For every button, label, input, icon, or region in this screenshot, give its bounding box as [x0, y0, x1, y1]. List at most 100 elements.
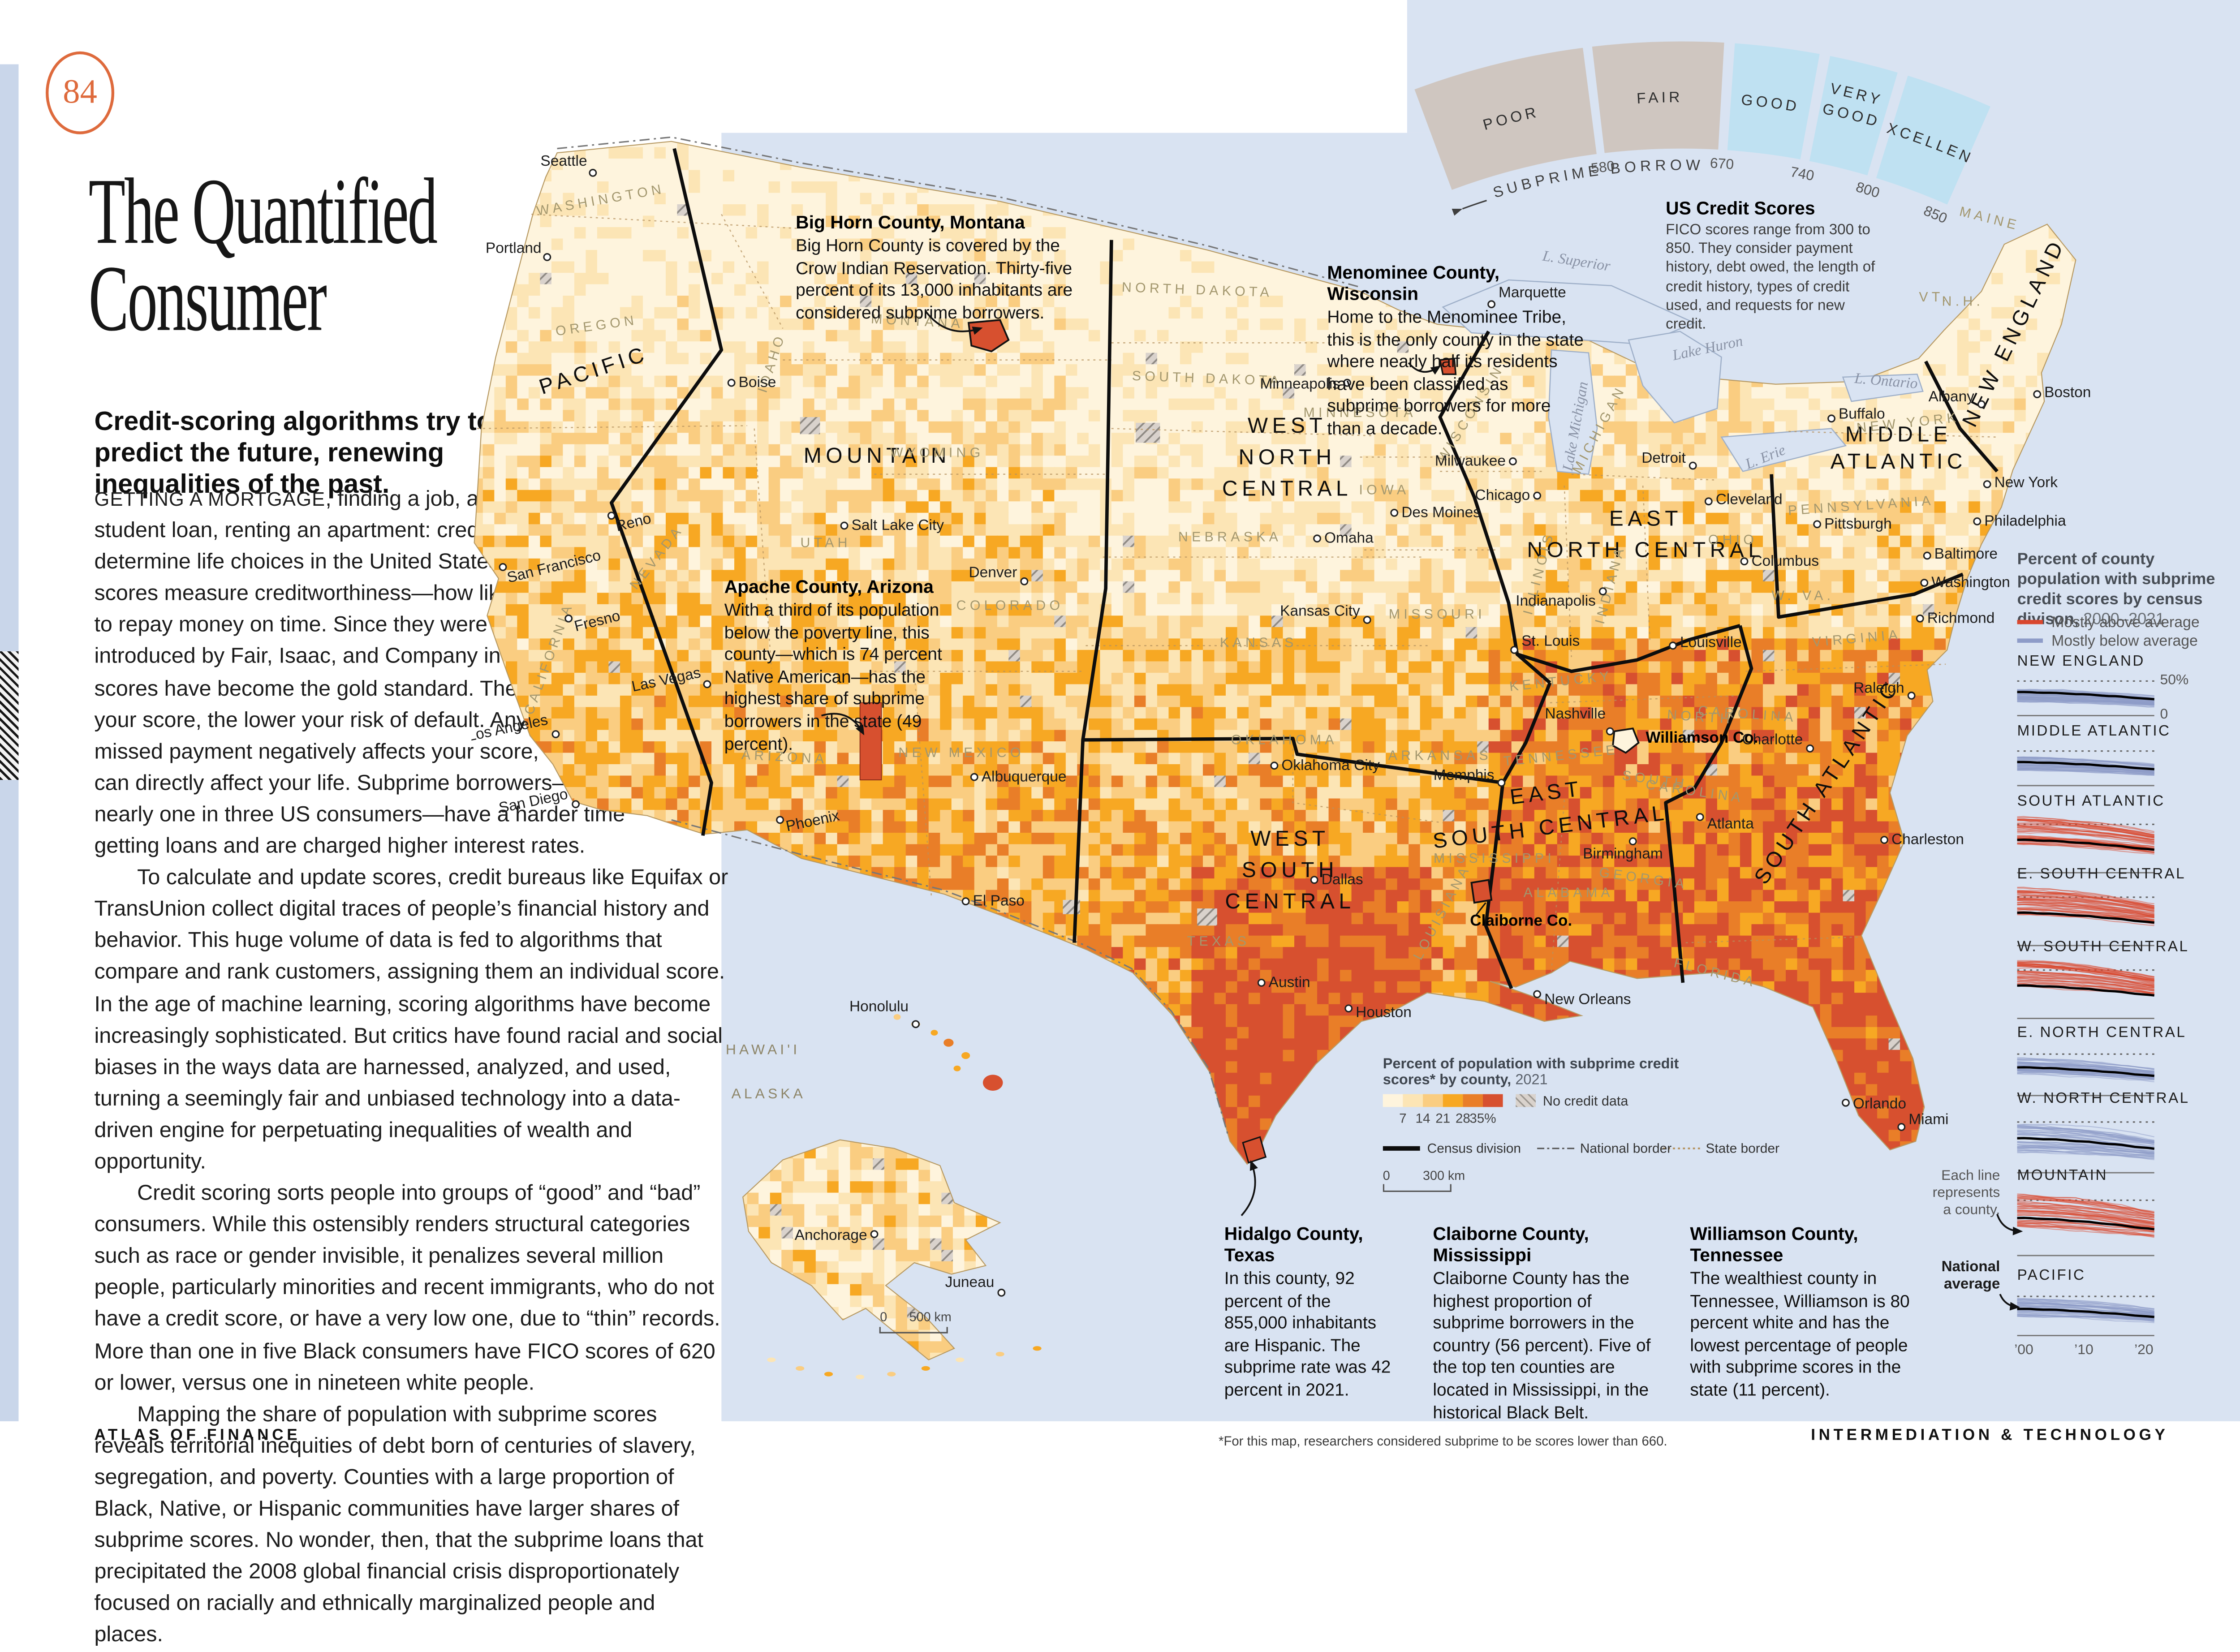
legend-swatch	[1463, 1094, 1483, 1107]
annotation-body: Big Horn County is covered by the Crow I…	[796, 236, 1093, 325]
state-label: NEBRASKA	[1178, 530, 1282, 545]
city-dot	[1511, 647, 1518, 654]
x-axis-tick: ’10	[2074, 1342, 2094, 1358]
state-label: OHIO	[1708, 533, 1758, 547]
legend-swatch	[1383, 1094, 1403, 1107]
alaska-mosaic	[736, 1136, 1011, 1376]
city-label: Dallas	[1322, 871, 1363, 888]
city-dot	[1843, 1099, 1849, 1106]
city-dot	[1607, 728, 1613, 735]
annotation-heading: US Credit Scores	[1666, 197, 1883, 219]
atlas-page: 84 The Quantified Consumer Credit-scorin…	[0, 0, 2240, 1450]
chart-title-mountain: MOUNTAIN	[2017, 1168, 2108, 1184]
annotation-body: Home to the Menominee Tribe, this is the…	[1327, 307, 1584, 441]
city-label: Albuquerque	[982, 768, 1067, 785]
state-label: IOWA	[1359, 482, 1410, 497]
city-dot	[704, 681, 711, 688]
legend-break: 14	[1416, 1111, 1430, 1126]
city-dot	[573, 801, 579, 808]
hawaii-island	[943, 1039, 953, 1047]
city-label: Atlanta	[1707, 816, 1754, 832]
state-label: MISSOURI	[1389, 607, 1486, 622]
city-dot	[1689, 462, 1696, 469]
state-label: ARKANSAS	[1388, 748, 1492, 763]
city-dot	[1258, 980, 1265, 986]
division-chart	[2017, 1110, 2154, 1176]
city-label: Des Moines	[1401, 504, 1481, 521]
state-label: MISSISSIPPI	[1434, 851, 1555, 866]
legend-break: 21	[1435, 1111, 1450, 1126]
city-dot	[728, 379, 735, 386]
city-label: Columbus	[1751, 553, 1819, 569]
city-label: El Paso	[973, 893, 1025, 909]
city-dot	[500, 564, 506, 571]
hawaii-island	[894, 1014, 901, 1020]
city-dot	[552, 731, 559, 738]
no-data-label: No credit data	[1543, 1094, 1628, 1110]
city-dot	[1271, 762, 1278, 769]
city-label: Cleveland	[1716, 491, 1783, 508]
city-dot	[565, 615, 572, 622]
city-label: Omaha	[1324, 530, 1374, 546]
city-dot	[590, 170, 596, 176]
division-chart	[2017, 673, 2154, 718]
city-dot	[1908, 693, 1915, 699]
annotation-heading: Menominee County, Wisconsin	[1327, 262, 1584, 305]
city-dot	[1021, 578, 1028, 585]
annotation-body: The wealthiest county in Tennessee, Will…	[1690, 1269, 1924, 1402]
city-dot	[2034, 391, 2041, 398]
hawaii-island	[983, 1075, 1003, 1091]
division-chart	[2017, 743, 2154, 788]
division-chart	[2017, 1187, 2154, 1258]
city-label: New York	[1994, 474, 2058, 490]
division-chart	[2017, 886, 2154, 948]
city-label: Austin	[1269, 974, 1310, 990]
city-dot	[962, 898, 969, 905]
city-label: Miami	[1908, 1111, 1948, 1128]
chart-title-e-north-central: E. NORTH CENTRAL	[2017, 1026, 2187, 1041]
city-label: Buffalo	[1839, 405, 1885, 422]
city-label: Birmingham	[1583, 845, 1663, 862]
division-chart	[2017, 1044, 2154, 1098]
chart-title-south-atlantic: SOUTH ATLANTIC	[2017, 794, 2165, 810]
city-dot	[1741, 558, 1748, 565]
x-axis-tick: ’00	[2014, 1342, 2033, 1358]
city-dot	[1921, 580, 1928, 586]
legend-break: 35%	[1469, 1111, 1496, 1126]
city-label: Richmond	[1927, 610, 1995, 626]
city-label: Boise	[739, 374, 776, 391]
state-label: TEXAS	[1187, 934, 1250, 949]
city-dot	[1364, 617, 1370, 624]
city-dot	[1534, 492, 1541, 499]
y-axis-min-label: 0	[2160, 707, 2168, 723]
city-label: San Diego	[497, 786, 569, 817]
annotation-body: Claiborne County has the highest proport…	[1433, 1269, 1661, 1424]
map-legend: Percent of population with subprime cred…	[1383, 1057, 1711, 1203]
legend-national-border: National border	[1580, 1140, 1671, 1156]
state-label: COLORADO	[956, 598, 1064, 613]
city-label: New Orleans	[1544, 991, 1631, 1008]
city-dot	[1391, 509, 1398, 516]
county-callout-label: Williamson Co.	[1646, 729, 1758, 746]
city-dot	[1629, 838, 1636, 845]
sidebar-legend-item: Mostly above average	[2017, 613, 2231, 631]
state-label: OKLAHOMA	[1231, 732, 1338, 747]
city-label: Seattle	[540, 153, 587, 169]
y-axis-max-label: 50%	[2160, 672, 2188, 688]
city-dot	[871, 1231, 878, 1238]
legend-census-division: Census division	[1427, 1140, 1521, 1156]
state-label: W. VA.	[1771, 588, 1834, 603]
city-label: Houston	[1356, 1004, 1412, 1020]
city-label: Honolulu	[849, 998, 909, 1015]
county-claiborne	[1471, 880, 1491, 903]
annotation-heading: Apache County, Arizona	[724, 576, 956, 597]
annotation-heading: Williamson County, Tennessee	[1690, 1223, 1924, 1266]
hawaii-island	[954, 1066, 961, 1071]
